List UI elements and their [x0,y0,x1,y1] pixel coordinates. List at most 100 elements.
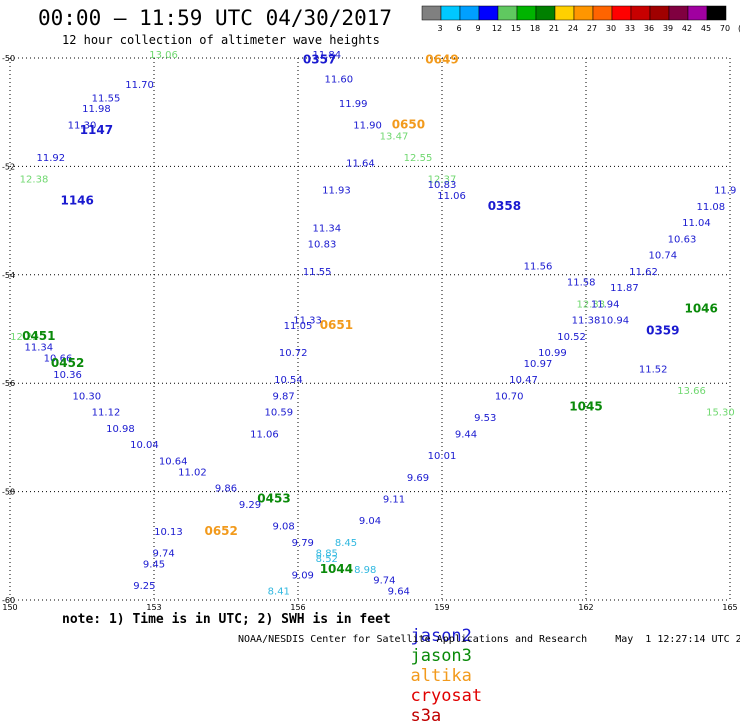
swh-value-label: 11.30 [68,120,97,131]
pass-time-marker: 0651 [320,318,353,332]
pass-time-marker: 1045 [569,399,602,413]
swh-value-label: 12.38 [20,175,49,186]
swh-value-label: 11.64 [346,158,375,169]
pass-time-marker: 0452 [51,356,84,370]
swh-value-label: 10.83 [428,180,457,191]
swh-value-label: 10.59 [264,408,293,419]
swh-value-label: 11.99 [339,99,368,110]
lon-tick-label: 153 [146,603,161,610]
swh-value-label: 12.37 [428,175,457,186]
swh-value-label: 11.9 [714,186,736,197]
swh-value-label: 8.45 [335,538,357,549]
pass-time-marker: 0358 [488,199,521,213]
swh-value-label: 11.04 [682,218,711,229]
swh-value-label: 8.52 [316,554,338,565]
lon-tick-label: 162 [578,603,593,610]
legend-altika: altika [410,666,472,686]
swh-value-label: 10.13 [154,527,183,538]
scale-label: 45 [701,24,711,33]
swh-value-label: 11.56 [524,261,553,272]
swh-value-label: 13.47 [380,131,409,142]
pass-time-marker: 0357 [303,52,336,66]
swh-value-label: 9.45 [143,559,165,570]
swh-value-label: 11.06 [250,429,279,440]
swh-value-label: 11.87 [610,283,639,294]
scale-label: 70 [720,24,730,33]
swh-value-label: 11.02 [178,467,207,478]
lon-tick-label: 150 [2,603,17,610]
swh-value-label: 9.09 [292,570,314,581]
scale-label: 33 [625,24,635,33]
pass-time-marker: 0650 [392,117,425,131]
swh-value-label: 9.64 [388,587,410,598]
swh-value-label: 11.33 [293,316,322,327]
swh-value-label: 10.54 [274,375,303,386]
scale-label: 39 [663,24,673,33]
swh-value-label: 11.12 [92,408,121,419]
pass-time-marker: 0451 [22,329,55,343]
scale-label: (ft) [738,24,740,33]
swh-value-label: 10.94 [600,316,629,327]
lat-tick-label: -54 [2,271,15,280]
swh-value-label: 10.83 [308,240,337,251]
swh-value-label: 10.36 [53,370,82,381]
pass-time-marker: 1146 [60,193,93,207]
wave-height-map: 150 153 156 159 162 165 -50 -52 -54 -56 -58 -60 11.8… [2,50,738,610]
pass-time-marker: 0649 [425,52,458,66]
scale-label: 18 [530,24,540,33]
legend-s3a: s3a [410,706,442,726]
swh-value-label: 9.69 [407,473,429,484]
swh-value-label: 8.41 [268,587,290,598]
lat-tick-label: -50 [2,54,15,63]
swh-value-label: 8.98 [354,565,376,576]
swh-value-label: 12.55 [404,153,433,164]
swh-value-label: 11.55 [92,93,121,104]
swh-value-label: 13.66 [677,386,706,397]
swh-value-label: 10.72 [279,348,308,359]
scale-swatch [706,5,727,21]
swh-value-label: 11.90 [353,120,382,131]
pass-time-marker: 1147 [80,123,113,137]
lat-tick-label: -60 [2,596,15,605]
pass-time-marker: 1044 [320,562,353,576]
swh-value-label: 9.53 [474,413,496,424]
swh-value-label: 9.87 [272,391,294,402]
swh-value-label: 10.04 [130,440,159,451]
swh-value-label: 9.29 [239,500,261,511]
satellite-track: 8.419.098.52 8.459.049.119.69 10.01 9.44 9.5… [268,186,737,598]
scale-label: 9 [475,24,480,33]
lon-tick-label: 156 [290,603,305,610]
swh-value-label: 11.70 [125,80,154,91]
swh-value-label: 11.34 [24,343,53,354]
swh-value-label: 11.98 [82,104,111,115]
scale-label: 15 [511,24,521,33]
swh-value-label: 11.58 [567,278,596,289]
credit-text: NOAA/NESDIS Center for Satellite Applica… [238,634,588,645]
swh-value-label: 10.70 [495,391,524,402]
pass-time-marker: 0359 [646,323,679,337]
swh-value-label: 11.06 [437,191,466,202]
scale-label: 24 [568,24,578,33]
swh-value-label: 11.34 [312,223,341,234]
swh-value-label: 9.74 [373,576,395,587]
satellite-track: 10.13 9.749.45 9.25 [133,527,182,592]
map-subtitle: 12 hour collection of altimeter wave hei… [62,33,380,47]
swh-value-label: 10.63 [668,234,697,245]
swh-value-label: 10.98 [106,424,135,435]
scale-label: 36 [644,24,654,33]
swh-value-label: 10.74 [648,251,677,262]
swh-value-label: 10.47 [509,375,538,386]
swh-value-label: 9.04 [359,516,381,527]
swh-value-label: 11.52 [639,364,668,375]
scale-label: 42 [682,24,692,33]
swh-value-label: 11.62 [629,267,658,278]
lat-tick-label: -52 [2,162,15,171]
swh-value-label: 12.33 [576,299,605,310]
swh-value-label: 10.99 [538,348,567,359]
swh-value-label: 9.25 [133,581,155,592]
